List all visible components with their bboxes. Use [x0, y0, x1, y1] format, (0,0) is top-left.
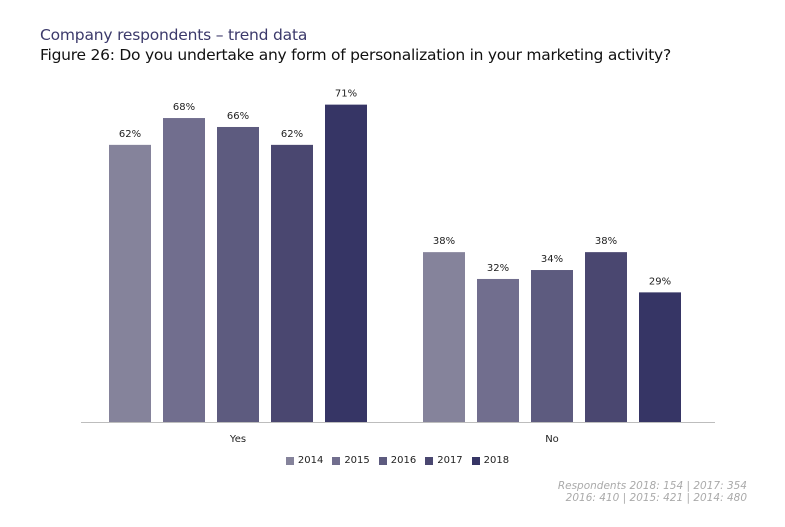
chart-title: Figure 26: Do you undertake any form of …	[40, 46, 671, 64]
respondents-footnote: Respondents 2018: 154 | 2017: 354 2016: …	[558, 480, 747, 504]
bar-no-2015	[477, 278, 519, 422]
legend-swatch-2016	[378, 456, 387, 465]
legend-item-2014: 2014	[285, 455, 324, 466]
legend-swatch-2015	[332, 456, 341, 465]
data-label-yes-2018: 71%	[335, 89, 357, 100]
category-label-no: No	[545, 434, 559, 445]
bar-no-2018	[639, 292, 681, 422]
legend-swatch-2017	[425, 456, 434, 465]
bar-yes-2016	[217, 126, 259, 422]
legend-item-2017: 2017	[425, 455, 463, 466]
legend-label-2014: 2014	[297, 455, 324, 466]
bar-yes-2018	[325, 104, 367, 422]
bar-no-2017	[585, 252, 627, 422]
data-label-yes-2014: 62%	[119, 129, 141, 140]
data-label-no-2017: 38%	[595, 236, 617, 247]
legend-swatch-2014	[285, 456, 294, 465]
legend-label-2015: 2015	[344, 455, 370, 466]
bar-no-2016	[531, 270, 573, 422]
data-label-no-2018: 29%	[649, 276, 671, 287]
legend-item-2015: 2015	[332, 455, 370, 466]
legend-label-2016: 2016	[390, 455, 417, 466]
data-label-no-2015: 32%	[487, 263, 509, 274]
bar-yes-2015	[163, 118, 205, 422]
legend-swatch-2018	[471, 456, 480, 465]
bar-yes-2014	[109, 144, 151, 423]
bar-no-2014	[423, 252, 465, 422]
data-label-yes-2017: 62%	[281, 129, 303, 140]
category-label-yes: Yes	[229, 434, 246, 445]
data-label-no-2016: 34%	[541, 254, 563, 265]
legend-label-2017: 2017	[437, 455, 463, 466]
data-label-no-2014: 38%	[433, 236, 455, 247]
legend-label-2018: 2018	[483, 455, 510, 466]
chart-legend: 2014 2015 2016 2017 2018	[0, 455, 785, 466]
footnote-line-1: Respondents 2018: 154 | 2017: 354	[557, 480, 747, 492]
legend-item-2018: 2018	[471, 455, 510, 466]
chart-subtitle: Company respondents – trend data	[40, 26, 308, 44]
bar-yes-2017	[271, 144, 313, 423]
data-label-yes-2015: 68%	[173, 102, 195, 113]
footnote-line-2: 2016: 410 | 2015: 421 | 2014: 480	[565, 492, 747, 504]
data-label-yes-2016: 66%	[227, 111, 249, 122]
legend-item-2016: 2016	[378, 455, 417, 466]
